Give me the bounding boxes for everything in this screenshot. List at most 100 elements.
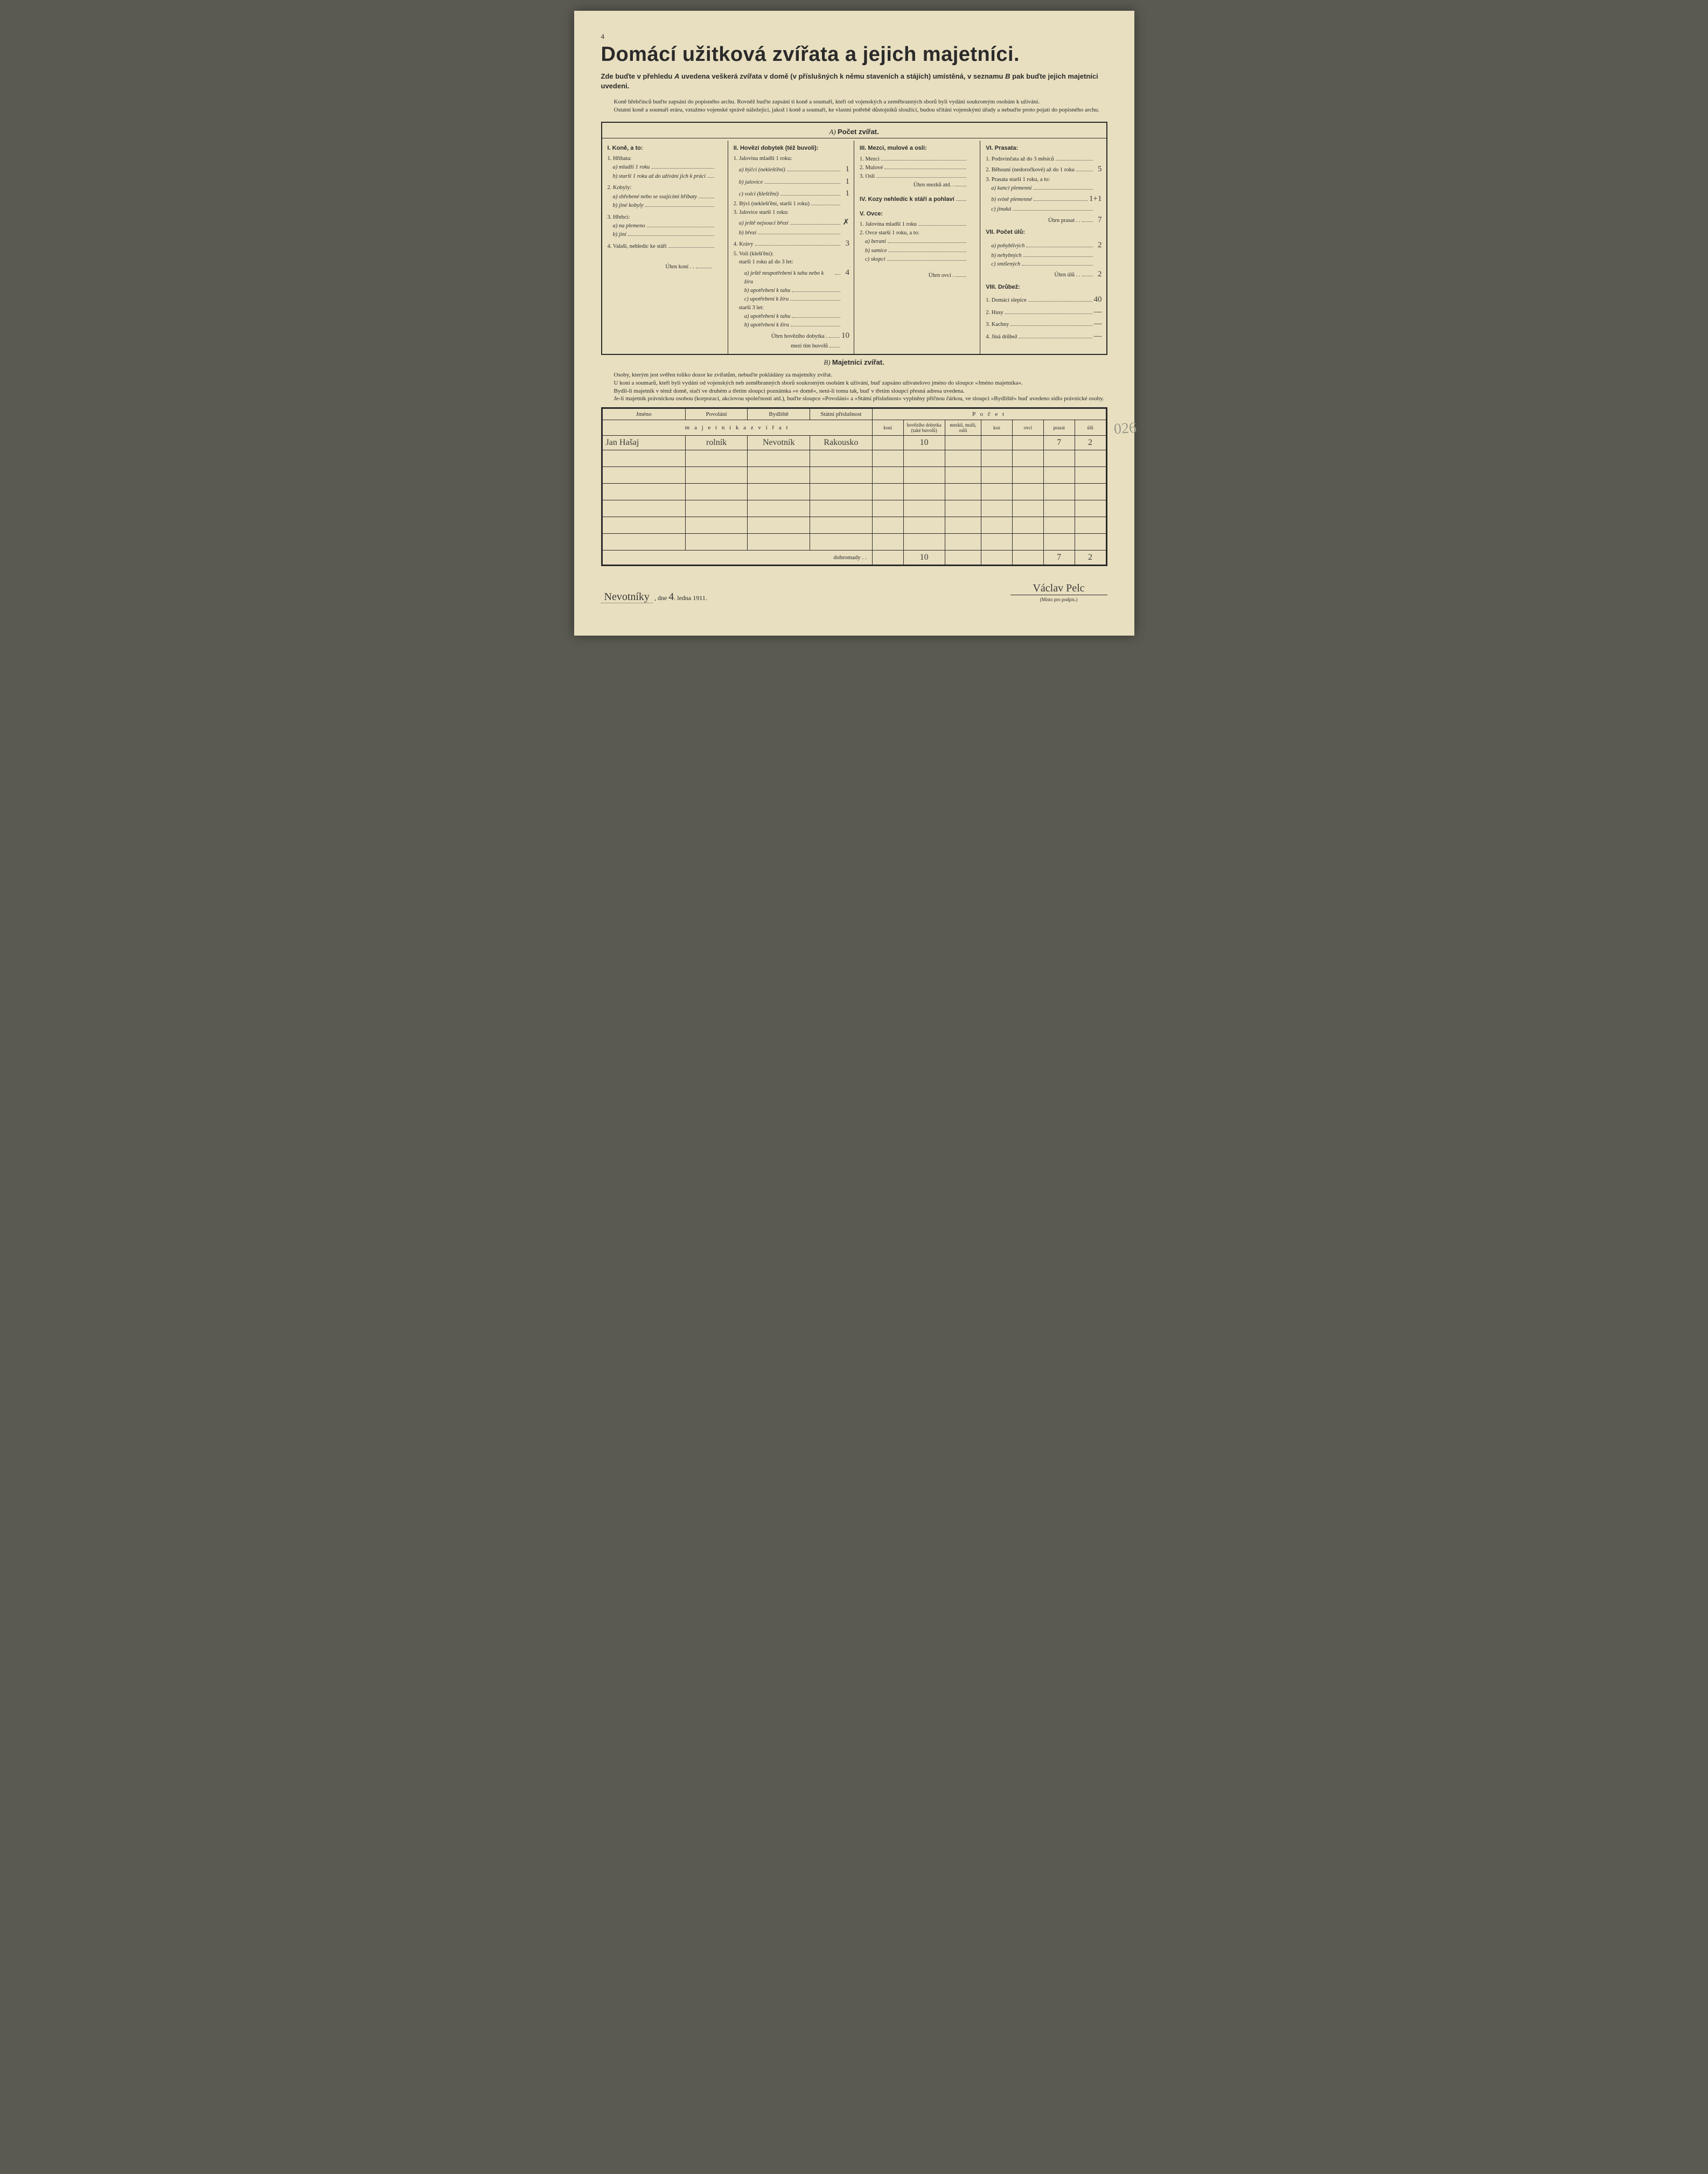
dots <box>835 269 840 275</box>
dots <box>787 166 840 171</box>
subtitle-letter-a: A <box>674 72 679 80</box>
dots <box>888 238 966 243</box>
dots <box>790 295 840 301</box>
line: Úhrn hovězího dobytka .10 <box>734 330 849 342</box>
line: a) pohyblivých2 <box>986 239 1102 252</box>
dots <box>1019 333 1092 338</box>
line: 2. Mulové <box>860 163 975 172</box>
dots <box>1010 320 1092 326</box>
dots <box>668 242 714 248</box>
section-b-intro: Osoby, kterým jest svěřen toliko dozor k… <box>601 371 1107 403</box>
dots <box>889 246 967 252</box>
page-subtitle: Zde buďte v přehledu A uvedena veškerá z… <box>601 72 1107 90</box>
footer-left: Nevotníky , dne 4. ledna 1911. <box>601 591 707 603</box>
total-ovci <box>1012 551 1043 565</box>
table-total-row: dohromady . . 10 7 2 <box>602 551 1106 565</box>
line: c) volci (klešťění)1 <box>734 187 849 200</box>
cell-mezku <box>945 436 981 450</box>
line: a) ještě neupotřebení k tahu nebo k žíru… <box>734 267 849 287</box>
val: 1 <box>842 187 849 200</box>
line: 1. Jalovina mladší 1 roku <box>860 220 975 229</box>
dots <box>884 163 966 169</box>
val: — <box>1094 306 1102 318</box>
section-a-label: A) <box>829 128 835 136</box>
footer: Nevotníky , dne 4. ledna 1911. Václav Pe… <box>601 582 1107 603</box>
count-columns: I. Koně, a to: 1. Hříbata: a) mladší 1 r… <box>602 141 1106 354</box>
total-ulu: 2 <box>1075 551 1106 565</box>
col2-g1: 1. Jalovina mladší 1 roku: <box>734 155 849 163</box>
dots <box>887 255 967 260</box>
val: 1+1 <box>1089 193 1102 205</box>
col2-g3: 3. Jalovice starší 1 roku: <box>734 208 849 217</box>
lbl: c) upotřebení k žíru <box>744 295 789 304</box>
cell-koz <box>981 436 1013 450</box>
dots <box>628 230 714 235</box>
dots <box>829 332 840 338</box>
dots <box>645 201 714 206</box>
line: 3. Osli <box>860 172 975 181</box>
dots <box>1022 260 1092 265</box>
th-pocet: P o č e t <box>872 409 1106 420</box>
col4-head: VI. Prasata: <box>986 144 1102 153</box>
total-prasat: 7 <box>1043 551 1075 565</box>
val: 2 <box>1094 239 1102 252</box>
col2-g5s2: starší 3 let: <box>734 304 849 312</box>
lbl: Úhrn úlů . . <box>1054 271 1080 280</box>
lbl: b) březí <box>739 229 756 238</box>
col2-g5: 5. Voli (klešťění): <box>734 250 849 259</box>
lbl: 1. Mezci <box>860 155 880 164</box>
val: 40 <box>1094 294 1102 306</box>
col3-head5: V. Ovce: <box>860 210 975 219</box>
line: a) shřebené nebo se ssajícími hříbaty <box>608 192 723 201</box>
line: a) na plemeno <box>608 221 723 230</box>
dots <box>647 221 714 227</box>
footer-right: Václav Pelc (Místo pro podpis.) <box>1010 582 1107 603</box>
val: ✗ <box>842 217 849 229</box>
dots <box>956 181 966 186</box>
cell-ovci <box>1012 436 1043 450</box>
lbl: b) samice <box>865 247 887 255</box>
dots <box>1082 216 1093 221</box>
lbl: 4. Jiná drůbež <box>986 333 1017 342</box>
b-p2: U koní a soumarů, kteří byli vydáni od v… <box>601 379 1107 387</box>
lbl: Úhrn hovězího dobytka . <box>771 332 827 341</box>
dots <box>918 220 966 226</box>
lbl: b) nehybných <box>991 252 1021 260</box>
section-a-head: A) Počet zvířat. <box>602 126 1106 138</box>
col2-g5s1: starší 1 roku až do 3 let: <box>734 258 849 267</box>
lbl: Úhrn ovcí . <box>929 271 954 280</box>
dots <box>1056 155 1093 160</box>
dots <box>792 287 840 292</box>
lbl: a) berani <box>865 238 886 246</box>
line: a) kanci plemenní <box>986 184 1102 193</box>
dots <box>755 240 841 246</box>
lbl: b) svině plemenné <box>991 196 1032 204</box>
col1-g3: 3. Hřebci: <box>608 213 723 222</box>
th-hov: hovězího dobytka (také buvolů) <box>903 420 945 436</box>
lbl: 1. Podsvinčata až do 3 měsíců <box>986 155 1054 164</box>
b-p4: Je-li majetník právnickou osobou (korpor… <box>601 395 1107 403</box>
line: mezi tím buvolů <box>734 342 849 351</box>
val: — <box>1094 330 1102 343</box>
lbl: b) jalovice <box>739 178 763 187</box>
page-number: 4 <box>601 32 1107 41</box>
line: a) upotřebení k tahu <box>734 312 849 321</box>
lbl: 2. Běhouni (nedoročkové) až do 1 roku <box>986 166 1075 175</box>
line: b) jalovice1 <box>734 176 849 188</box>
line: 1. Podsvinčata až do 3 měsíců <box>986 155 1102 163</box>
th-koz: koz <box>981 420 1013 436</box>
dots <box>956 271 966 277</box>
col2-head: II. Hovězí dobytek (též buvoli): <box>734 144 849 153</box>
cell-bydliste: Nevotník <box>748 436 810 450</box>
footer-rest: . ledna 1911. <box>674 594 707 602</box>
lbl: a) shřebené nebo se ssajícími hříbaty <box>613 193 698 201</box>
th-koni: koní <box>872 420 903 436</box>
table-row <box>602 517 1106 534</box>
line: Úhrn koní . . <box>608 263 723 271</box>
total-hov: 10 <box>903 551 945 565</box>
lbl: a) kanci plemenní <box>991 184 1031 193</box>
margin-pencil-note: 026 <box>1113 420 1137 438</box>
lbl: 1. Domácí slepice <box>986 296 1027 305</box>
cell-koni <box>872 436 903 450</box>
lbl: 2. Husy <box>986 309 1003 317</box>
